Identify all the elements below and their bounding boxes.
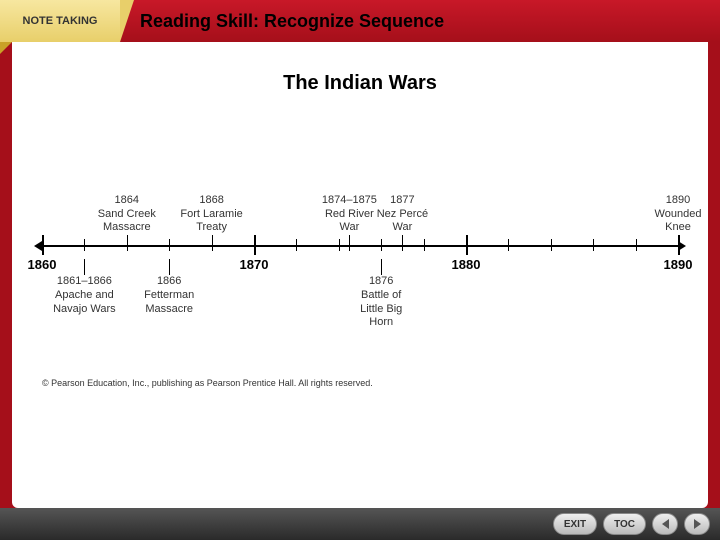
note-tab-label: NOTE TAKING (23, 15, 98, 27)
event-year: 1890 (623, 194, 720, 208)
toc-button[interactable]: TOC (603, 513, 646, 535)
minor-tick (339, 239, 340, 251)
event-label: Battle of Little Big Horn (326, 289, 436, 330)
event-year: 1868 (157, 194, 267, 208)
minor-tick (593, 239, 594, 251)
major-tick (42, 235, 44, 255)
minor-tick (381, 239, 382, 251)
event-label: Nez Percé War (347, 208, 457, 236)
event-stem (169, 259, 170, 275)
slide-frame: NOTE TAKING Reading Skill: Recognize Seq… (0, 0, 720, 540)
timeline-event: 1876Battle of Little Big Horn (326, 275, 436, 330)
footer-nav: EXIT TOC (0, 508, 720, 540)
prev-button[interactable] (652, 513, 678, 535)
timeline-event: 1890Wounded Knee (623, 194, 720, 235)
content-panel: The Indian Wars 18601870188018901864Sand… (12, 42, 708, 508)
event-label: Wounded Knee (623, 208, 720, 236)
event-label: Fort Laramie Treaty (157, 208, 267, 236)
toc-label: TOC (614, 519, 635, 530)
exit-button[interactable]: EXIT (553, 513, 597, 535)
timeline-event: 1868Fort Laramie Treaty (157, 194, 267, 235)
timeline-chart: The Indian Wars 18601870188018901864Sand… (42, 72, 678, 335)
minor-tick (424, 239, 425, 251)
tick-label: 1860 (28, 257, 57, 272)
event-stem (127, 235, 128, 251)
event-stem (678, 235, 679, 251)
major-tick (466, 235, 468, 255)
minor-tick (296, 239, 297, 251)
tick-label: 1870 (240, 257, 269, 272)
minor-tick (84, 239, 85, 251)
tick-label: 1890 (664, 257, 693, 272)
timeline-axis (42, 245, 678, 247)
header-bar: NOTE TAKING Reading Skill: Recognize Seq… (0, 0, 720, 42)
timeline-event: 1877Nez Percé War (347, 194, 457, 235)
note-taking-tab: NOTE TAKING (0, 0, 120, 42)
minor-tick (636, 239, 637, 251)
timeline-event: 1866Fetterman Massacre (114, 275, 224, 316)
chart-title: The Indian Wars (42, 72, 678, 95)
event-year: 1866 (114, 275, 224, 289)
event-stem (212, 235, 213, 251)
major-tick (254, 235, 256, 255)
copyright-text: © Pearson Education, Inc., publishing as… (42, 378, 373, 388)
next-button[interactable] (684, 513, 710, 535)
tab-fold-icon (0, 42, 12, 54)
page-title: Reading Skill: Recognize Sequence (140, 0, 444, 42)
event-stem (84, 259, 85, 275)
event-label: Fetterman Massacre (114, 289, 224, 317)
tick-label: 1880 (452, 257, 481, 272)
event-year: 1877 (347, 194, 457, 208)
minor-tick (551, 239, 552, 251)
event-year: 1876 (326, 275, 436, 289)
timeline-axis-area: 18601870188018901864Sand Creek Massacre1… (42, 155, 678, 335)
minor-tick (169, 239, 170, 251)
exit-label: EXIT (564, 519, 586, 530)
arrow-left-icon (662, 519, 669, 529)
event-stem (349, 235, 350, 251)
arrow-right-icon (694, 519, 701, 529)
event-stem (381, 259, 382, 275)
event-stem (402, 235, 403, 251)
minor-tick (508, 239, 509, 251)
